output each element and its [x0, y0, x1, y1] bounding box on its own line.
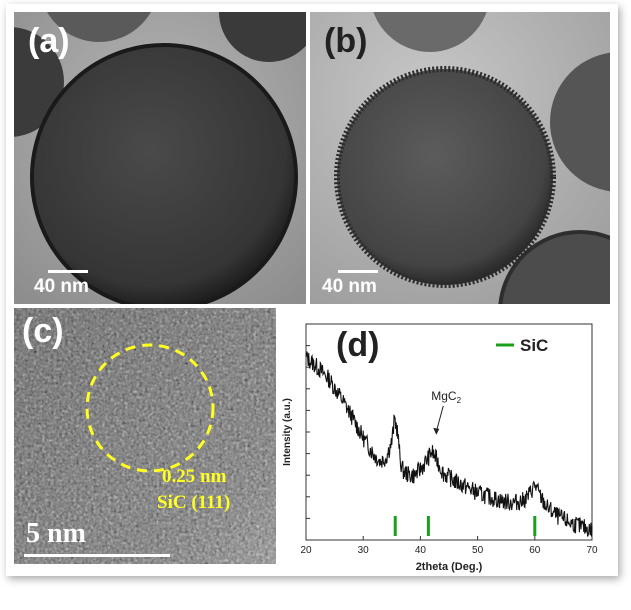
panel-label-d: (d) — [336, 326, 380, 364]
x-tick-label-3: 50 — [472, 545, 484, 556]
x-tick-label-5: 70 — [586, 545, 598, 556]
x-axis-label: 2theta (Deg.) — [416, 561, 483, 573]
panel-d-xrd-chart: 20 30 40 50 60 70 2theta (Deg.) Intensity (a.u.… — [276, 304, 616, 576]
scale-label-b: 40 nm — [322, 276, 377, 297]
panel-a-tem-image: (a) 40 nm — [14, 12, 306, 304]
figure-frame: (a) 40 nm (b) 40 n — [6, 4, 618, 576]
xrd-chart-svg: 20 30 40 50 60 70 2theta (Deg.) Intensity (a.u.… — [282, 323, 598, 573]
x-tick-label-2: 40 — [415, 545, 427, 556]
tem-image-a — [14, 12, 306, 304]
scale-label-a: 40 nm — [34, 276, 89, 297]
x-tick-label-1: 30 — [358, 545, 370, 556]
hrtem-image-c — [14, 308, 276, 564]
lattice-plane-label: SiC (111) — [157, 492, 231, 513]
xrd-series-line — [305, 351, 593, 537]
y-axis-label: Intensity (a.u.) — [282, 398, 293, 466]
mgc2-annotation-label: MgC2 — [431, 389, 461, 405]
panel-b-tem-image: (b) 40 nm — [310, 12, 610, 304]
scale-label-c: 5 nm — [26, 518, 86, 549]
scale-bar-a — [48, 270, 88, 273]
scale-bar-b — [338, 270, 378, 273]
lattice-spacing-label: 0.25 nm — [162, 466, 227, 487]
panel-label-a: (a) — [28, 22, 70, 60]
mgc2-annotation-subscript: 2 — [457, 396, 462, 405]
x-tick-label-4: 60 — [529, 545, 541, 556]
legend-label-sic: SiC — [520, 336, 548, 355]
panel-label-c: (c) — [22, 312, 64, 350]
panel-label-b: (b) — [324, 22, 368, 60]
scale-bar-c — [24, 554, 170, 557]
tem-image-b — [310, 12, 610, 304]
x-tick-label-0: 20 — [300, 545, 312, 556]
mgc2-annotation-arrow — [435, 405, 444, 433]
mgc2-annotation-arrowhead — [433, 427, 440, 435]
panel-c-hrtem-image: (c) 0.25 nm SiC (111) 5 nm — [14, 308, 276, 564]
